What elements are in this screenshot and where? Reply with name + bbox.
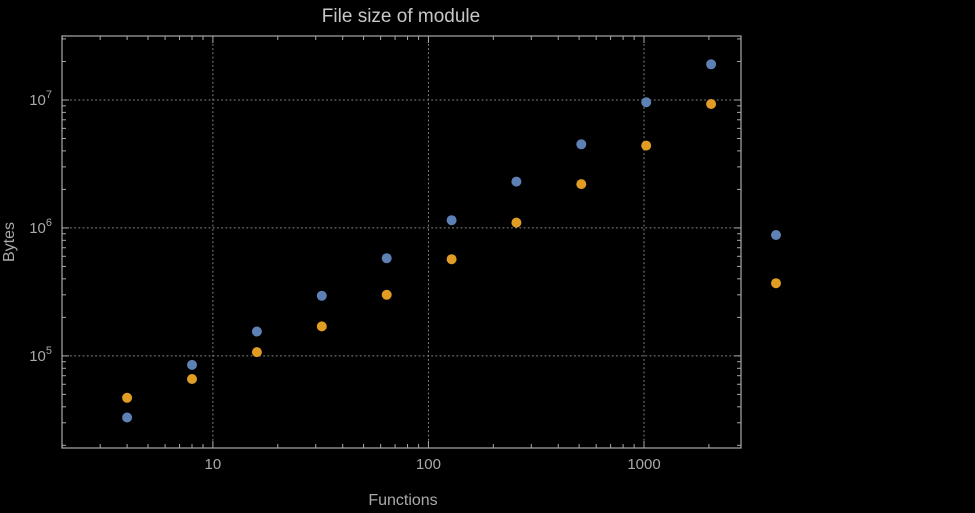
x-tick-label: 100 — [416, 456, 441, 473]
data-point — [251, 347, 262, 358]
data-point — [251, 326, 262, 337]
data-point — [641, 140, 652, 151]
data-point — [706, 99, 717, 109]
data-point — [576, 179, 587, 190]
data-point — [446, 215, 457, 226]
plot-frame-border — [61, 35, 742, 449]
plot-frame — [61, 35, 742, 449]
x-tick-label: 10 — [205, 456, 222, 473]
data-point — [446, 254, 457, 265]
exponent: 6 — [46, 217, 52, 229]
data-point — [316, 290, 327, 301]
exponent: 7 — [46, 89, 52, 101]
data-point — [316, 321, 327, 332]
data-points — [122, 59, 781, 423]
y-tick-label: 107 — [29, 89, 52, 109]
data-point — [771, 230, 781, 240]
exponent: 5 — [46, 345, 52, 357]
data-point — [122, 412, 133, 423]
gridlines — [61, 35, 742, 449]
y-tick-label: 106 — [29, 217, 52, 237]
axis-ticks — [61, 36, 741, 448]
data-point — [381, 289, 392, 300]
data-point — [381, 253, 392, 264]
data-point — [706, 59, 717, 70]
data-point — [511, 217, 522, 228]
chart-title: File size of module — [322, 6, 480, 27]
x-axis-label: Functions — [368, 492, 437, 509]
x-tick-label: 1000 — [627, 456, 660, 473]
data-point — [641, 97, 652, 108]
series-1 — [122, 59, 781, 423]
data-point — [771, 278, 781, 289]
y-axis-label: Bytes — [1, 222, 18, 262]
series-2 — [122, 99, 781, 403]
y-tick-label: 105 — [29, 345, 52, 365]
data-point — [511, 176, 522, 187]
data-point — [122, 392, 133, 403]
data-point — [187, 359, 197, 370]
data-point — [576, 139, 587, 150]
data-point — [187, 374, 197, 384]
